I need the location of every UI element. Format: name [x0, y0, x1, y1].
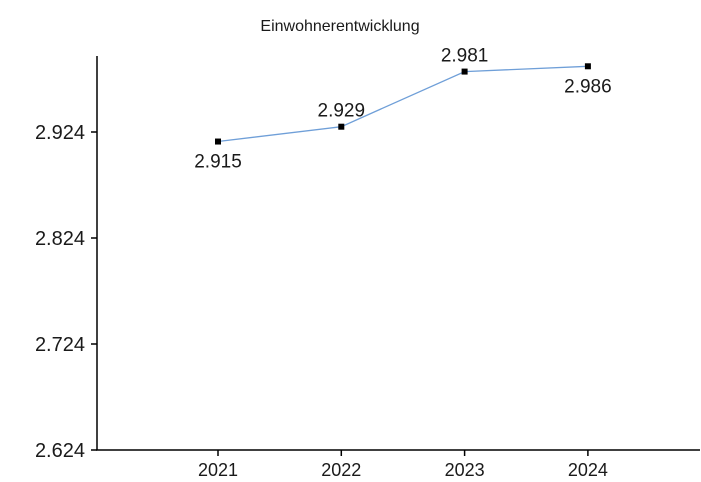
x-tick-label: 2021 — [198, 460, 238, 480]
x-tick-label: 2022 — [321, 460, 361, 480]
data-label: 2.929 — [318, 101, 366, 122]
y-tick-label: 2.924 — [35, 122, 85, 144]
data-label: 2.981 — [441, 46, 489, 67]
data-label: 2.986 — [564, 76, 612, 97]
data-point-marker — [461, 68, 468, 75]
x-tick-label: 2024 — [568, 460, 608, 480]
data-point-marker — [338, 123, 345, 130]
y-tick-label: 2.724 — [35, 334, 85, 356]
chart-title: Einwohnerentwicklung — [260, 18, 419, 35]
data-point-marker — [584, 63, 591, 70]
x-axis-ticks: 2021 2022 2023 2024 — [198, 450, 608, 480]
data-point-marker — [215, 138, 221, 145]
y-axis-ticks: 2.624 2.724 2.824 2.924 — [35, 122, 97, 462]
y-tick-label: 2.824 — [35, 228, 85, 250]
series-line — [217, 65, 588, 143]
data-label: 2.915 — [194, 152, 242, 173]
y-tick-label: 2.624 — [35, 440, 85, 462]
series-group: 2.915 2.929 2.981 2.986 — [194, 46, 611, 173]
x-tick-label: 2023 — [445, 460, 485, 480]
